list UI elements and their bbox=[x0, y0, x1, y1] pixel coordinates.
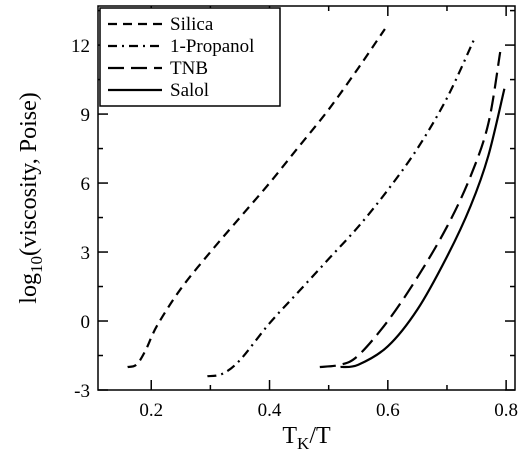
y-axis-title: log10(viscosity, Poise) bbox=[16, 92, 46, 303]
x-axis-title-subscript: K bbox=[297, 434, 310, 453]
x-tick-label: 0.6 bbox=[376, 400, 400, 421]
y-tick-label: 0 bbox=[81, 312, 91, 333]
y-tick-label: 9 bbox=[81, 105, 91, 126]
x-axis-title-main: T bbox=[282, 423, 297, 449]
legend-label-1-propanol: 1-Propanol bbox=[170, 36, 254, 57]
x-axis-title-tail: /T bbox=[309, 423, 331, 449]
x-axis-title: TK/T bbox=[282, 423, 331, 453]
series-line-1-propanol bbox=[207, 40, 475, 378]
legend-label-salol: Salol bbox=[170, 80, 209, 101]
plot-area bbox=[127, 28, 506, 378]
x-tick-label: 0.2 bbox=[139, 400, 163, 421]
y-tick-label: 3 bbox=[81, 243, 91, 264]
y-axis-title-tail: (viscosity, Poise) bbox=[16, 92, 42, 256]
y-axis-title-subscript: 10 bbox=[27, 256, 46, 273]
y-tick-label: 6 bbox=[81, 174, 91, 195]
series-line-silica bbox=[127, 28, 386, 369]
y-tick-label: 12 bbox=[71, 36, 90, 57]
series-line-tnb bbox=[319, 51, 502, 369]
legend-label-silica: Silica bbox=[170, 14, 214, 35]
x-tick-label: 0.8 bbox=[494, 400, 518, 421]
y-tick-label: -3 bbox=[74, 381, 90, 402]
plot-frame bbox=[97, 5, 516, 391]
x-tick-label: 0.4 bbox=[258, 400, 282, 421]
series-line-salol bbox=[340, 88, 506, 369]
y-axis-title-prefix: log bbox=[16, 273, 42, 304]
legend-label-tnb: TNB bbox=[170, 58, 208, 79]
